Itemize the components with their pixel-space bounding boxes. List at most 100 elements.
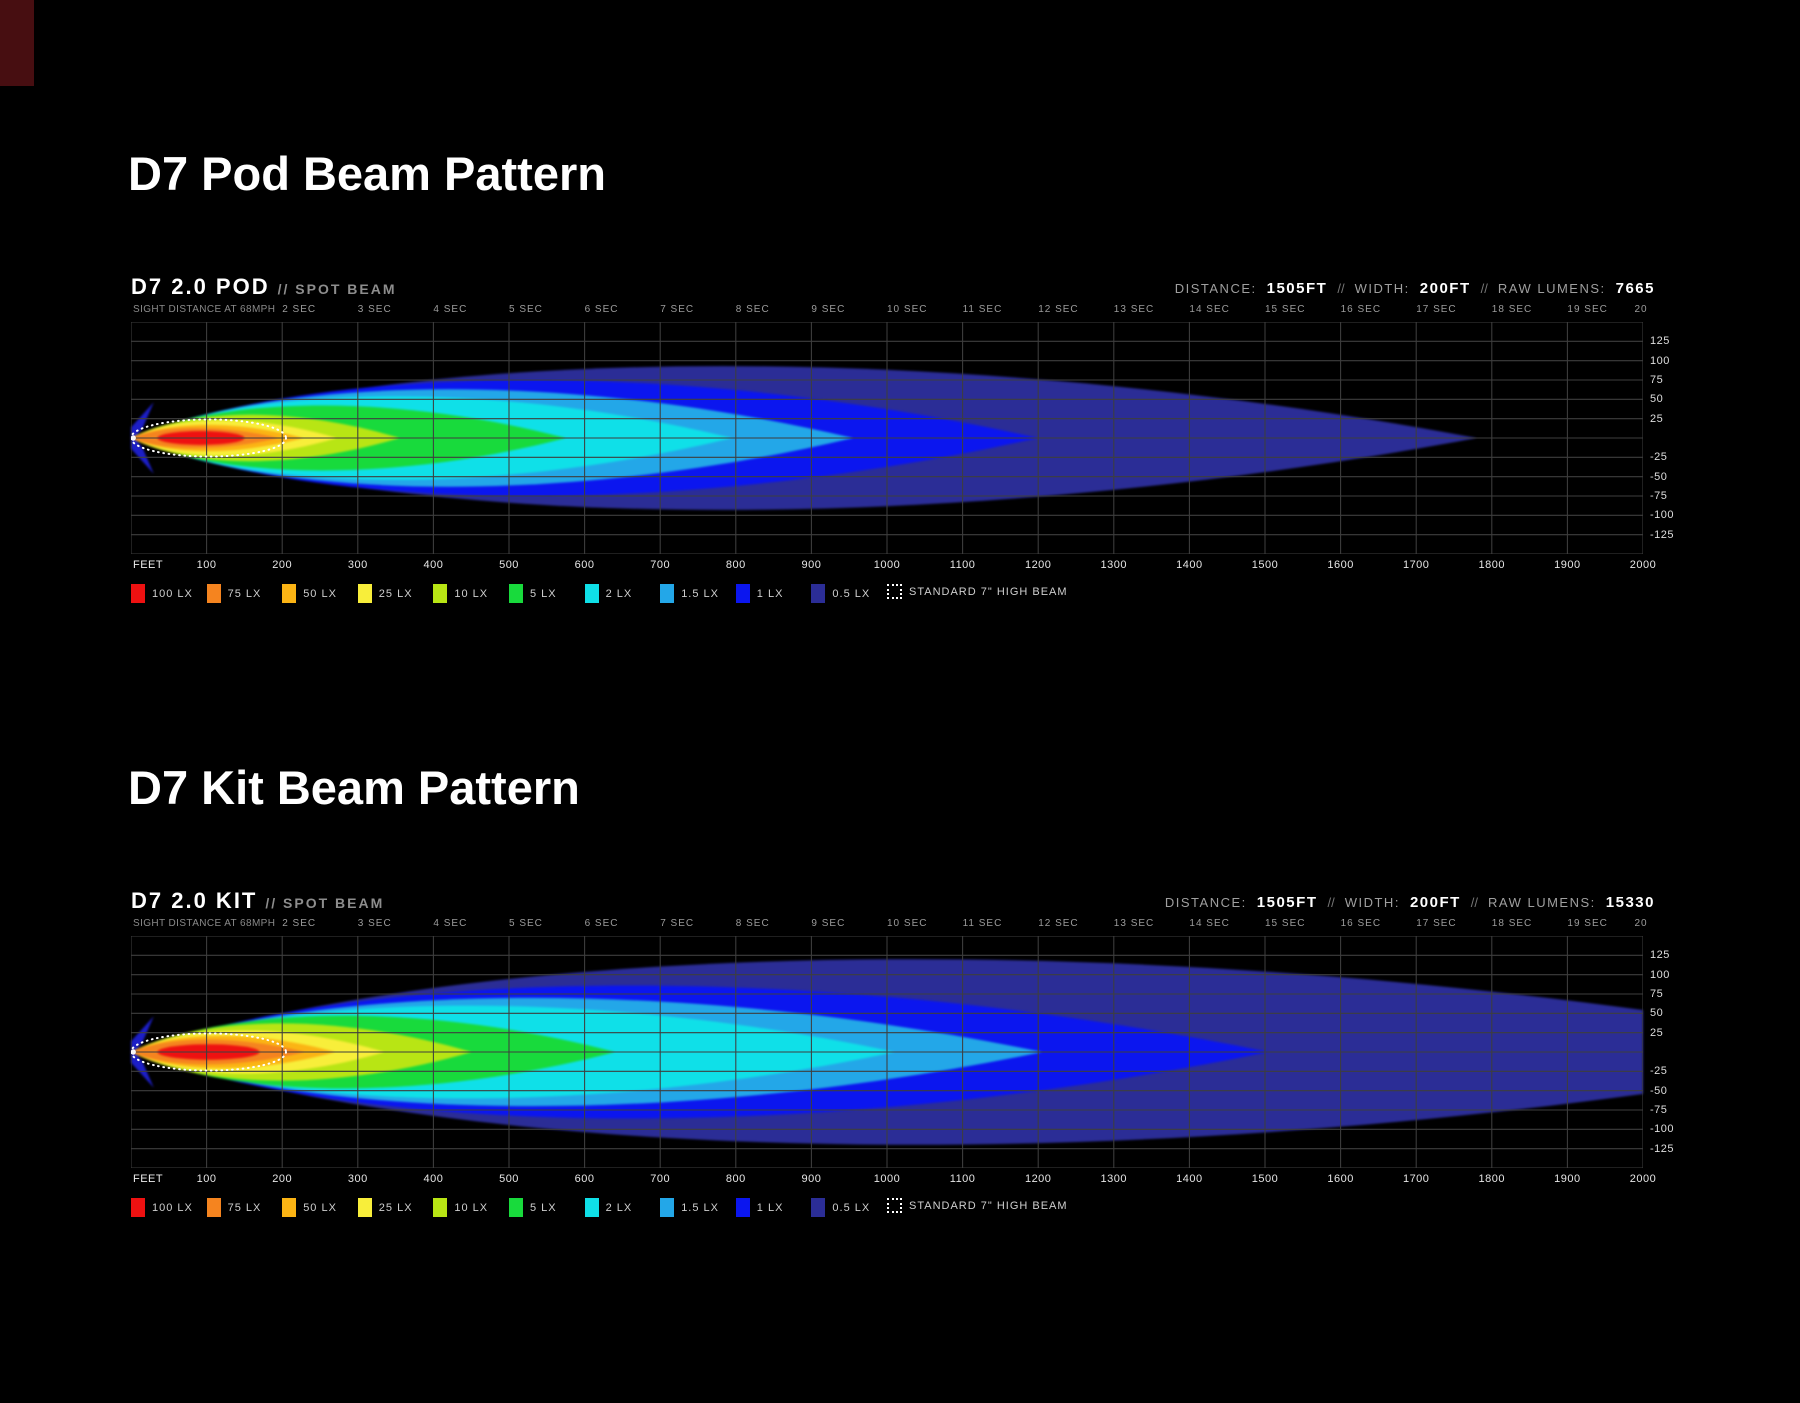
- lateral-tick-label: -100: [1650, 509, 1675, 522]
- distance-tick-label: 1300: [1100, 559, 1128, 571]
- stat-label: RAW LUMENS:: [1497, 281, 1606, 296]
- distance-axis: FEET 100 200 300 400 500 600 700 800 900 1000 1100 1…: [131, 1173, 1656, 1186]
- lateral-tick-label: -50: [1650, 470, 1668, 483]
- legend-swatch: [131, 1198, 145, 1217]
- time-tick-label: 17 SEC: [1416, 304, 1457, 315]
- legend-swatch: [433, 584, 448, 603]
- stat-separator: //: [1327, 895, 1335, 910]
- time-tick-label: 3 SEC: [357, 918, 392, 929]
- stat-value: 200FT: [1409, 894, 1461, 911]
- time-tick-label: 18 SEC: [1491, 304, 1533, 315]
- legend-swatch: [584, 584, 599, 603]
- distance-tick-label: 1300: [1100, 1173, 1128, 1185]
- legend-label: 1.5 LX: [681, 1201, 719, 1214]
- distance-tick-label: 500: [499, 559, 519, 571]
- distance-tick-label: 1600: [1327, 1173, 1354, 1185]
- lateral-tick-label: 125: [1650, 949, 1670, 962]
- lateral-tick-label: -25: [1650, 1065, 1668, 1078]
- lateral-tick-label: -25: [1650, 451, 1668, 464]
- legend-item-high-beam-reference: STANDARD 7" HIGH BEAM: [887, 1198, 1068, 1213]
- lateral-tick-label: 75: [1650, 374, 1664, 386]
- distance-tick-label: 1400: [1176, 1173, 1203, 1185]
- legend-item: 75 LX: [206, 584, 262, 603]
- legend-label: 1 LX: [756, 1201, 784, 1214]
- distance-tick-label: 1200: [1024, 1173, 1052, 1185]
- legend-item: 1 LX: [735, 1198, 784, 1217]
- legend-swatch: [357, 584, 372, 603]
- distance-tick-label: 1400: [1176, 559, 1203, 571]
- legend-swatch: [357, 1198, 372, 1217]
- time-axis: SIGHT DISTANCE AT 68MPH 2 SEC 3 SEC 4 SEC 5 …: [131, 303, 1647, 317]
- light-source-arrow-icon: [131, 402, 154, 474]
- distance-tick-label: 1100: [949, 1173, 976, 1185]
- time-tick-label: 13 SEC: [1113, 304, 1155, 315]
- time-tick-label: 18 SEC: [1491, 918, 1533, 929]
- section-title: D7 Kit Beam Pattern: [128, 761, 580, 814]
- legend-item: 1.5 LX: [660, 584, 719, 603]
- stat-value: 1505FT: [1256, 894, 1318, 911]
- legend-item: 25 LX: [357, 1198, 413, 1217]
- legend-item: 50 LX: [282, 1198, 337, 1217]
- legend-swatch: [811, 1198, 826, 1217]
- stat-separator: //: [1337, 281, 1345, 296]
- legend-item: 100 LX: [131, 1198, 193, 1217]
- legend-label: 2 LX: [605, 587, 633, 600]
- lateral-tick-label: 50: [1650, 1007, 1664, 1020]
- time-tick-label: 20: [1634, 304, 1648, 315]
- legend-item: 10 LX: [433, 1198, 488, 1217]
- stat-value: 7665: [1615, 280, 1655, 297]
- distance-tick-label: 200: [272, 1173, 293, 1185]
- distance-tick-label: 900: [801, 1173, 822, 1185]
- distance-tick-label: 300: [347, 1173, 368, 1185]
- legend-swatch: [131, 584, 145, 603]
- distance-tick-label: 800: [725, 1173, 746, 1185]
- chart-stats: DISTANCE: 1505FT // WIDTH: 200FT // RAW LUMENS…: [1175, 280, 1655, 297]
- time-tick-label: 14 SEC: [1189, 304, 1230, 315]
- distance-tick-label: 1800: [1478, 1173, 1506, 1185]
- lateral-axis: 125 100 75 50 25 -25 -50 -75 -100 -125: [1650, 936, 1696, 1168]
- legend-label: 2 LX: [605, 1201, 633, 1214]
- legend-label: 0.5 LX: [832, 587, 871, 600]
- distance-tick-label: 1900: [1554, 559, 1581, 571]
- legend-item: 100 LX: [131, 584, 193, 603]
- distance-tick-label: 1700: [1402, 1173, 1430, 1185]
- legend-swatch: [282, 1198, 297, 1217]
- sight-distance-caption: SIGHT DISTANCE AT 68MPH: [133, 918, 276, 929]
- legend-item: 1 LX: [735, 584, 784, 603]
- time-tick-label: 2 SEC: [282, 304, 317, 315]
- stat-separator: //: [1470, 895, 1479, 910]
- time-tick-label: 5 SEC: [509, 304, 543, 315]
- distance-tick-label: 400: [423, 1173, 444, 1185]
- distance-tick-label: 1500: [1251, 559, 1279, 571]
- standard-high-beam-outline: [131, 418, 287, 458]
- time-tick-label: 5 SEC: [509, 918, 543, 929]
- beam-pattern-section: D7 Pod Beam Pattern D7 2.0 POD // SPOT BE…: [0, 0, 1800, 614]
- stat-value: 1505FT: [1266, 280, 1328, 297]
- time-tick-label: 20: [1634, 918, 1648, 929]
- time-tick-label: 15 SEC: [1265, 918, 1306, 929]
- lateral-tick-label: -75: [1650, 1104, 1668, 1116]
- time-tick-label: 7 SEC: [660, 918, 695, 929]
- legend: 100 LX 75 LX 50 LX 25 LX 10 LX 5 LX 2 LX 1.5 LX…: [131, 584, 1771, 608]
- time-tick-label: 8 SEC: [735, 918, 770, 929]
- legend-swatch: [735, 584, 750, 603]
- legend-label: 1.5 LX: [681, 587, 719, 600]
- legend-item: 50 LX: [282, 584, 337, 603]
- time-tick-label: 4 SEC: [433, 304, 468, 315]
- distance-tick-label: 1100: [949, 559, 976, 571]
- time-tick-label: 6 SEC: [584, 304, 619, 315]
- distance-tick-label: 400: [423, 559, 444, 571]
- standard-high-beam-outline: [131, 1032, 287, 1072]
- legend-item: 10 LX: [433, 584, 488, 603]
- grid-overlay: [131, 936, 1643, 1168]
- distance-tick-label: 2000: [1629, 559, 1657, 571]
- distance-tick-label: 1200: [1024, 559, 1052, 571]
- time-tick-label: 17 SEC: [1416, 918, 1457, 929]
- distance-tick-label: 900: [801, 559, 822, 571]
- lateral-tick-label: -125: [1650, 528, 1675, 541]
- time-tick-label: 10 SEC: [887, 918, 928, 929]
- lateral-tick-label: 25: [1650, 1026, 1664, 1039]
- time-tick-label: 14 SEC: [1189, 918, 1230, 929]
- grid-overlay: [131, 322, 1643, 554]
